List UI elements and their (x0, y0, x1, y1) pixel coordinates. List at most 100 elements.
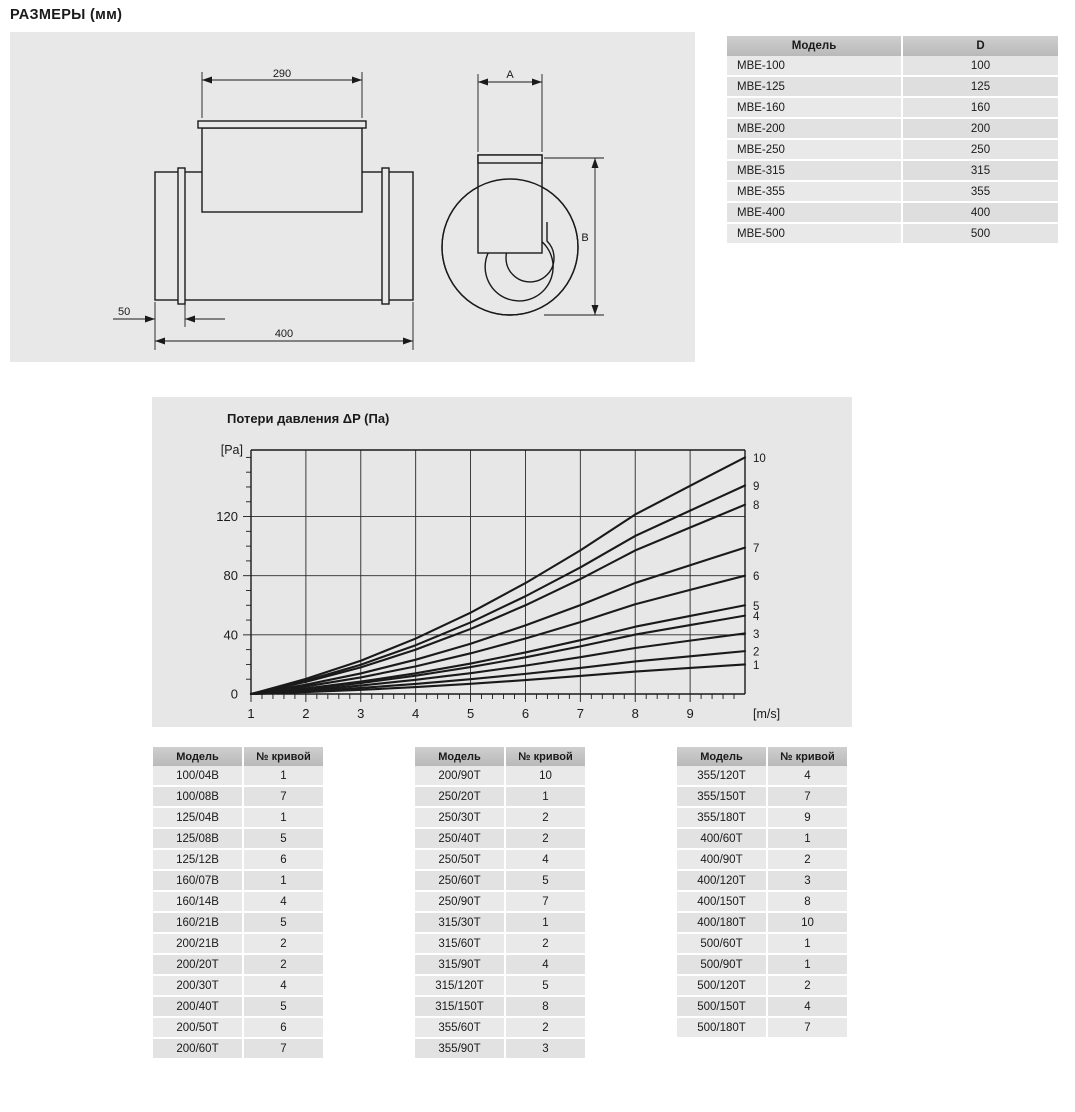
cell-d: 250 (902, 139, 1058, 161)
table-row: 355/150T 7 (677, 786, 847, 808)
cell-d: 355 (902, 181, 1058, 203)
table-row: MBE-100 100 (727, 56, 1058, 77)
table-row: 400/60T 1 (677, 828, 847, 850)
cell-model: 355/150T (677, 786, 768, 808)
axis-label-y: 120 (216, 509, 238, 524)
cell-curve-number: 7 (767, 1017, 847, 1039)
cell-model: 200/50T (153, 1017, 244, 1039)
cell-model: 400/180T (677, 912, 768, 934)
heater-coil-outer (484, 187, 554, 302)
cell-model: 355/120T (677, 766, 768, 787)
cell-curve-number: 2 (767, 849, 847, 871)
curve-label-2: 2 (753, 647, 759, 659)
pressure-drop-chart-panel: Потери давления ΔP (Па) 0 40 80 120 [Pa] 1 2 3 4… (152, 397, 852, 727)
cell-curve-number: 7 (505, 891, 585, 913)
table-row: MBE-315 315 (727, 160, 1058, 182)
cell-model: 400/150T (677, 891, 768, 913)
cell-d: 100 (902, 56, 1058, 77)
table-row: 315/30T 1 (415, 912, 585, 934)
cell-d: 400 (902, 202, 1058, 224)
table-row: MBE-200 200 (727, 118, 1058, 140)
axis-label-x: 5 (467, 706, 474, 721)
table-row: MBE-500 500 (727, 223, 1058, 245)
cell-model: MBE-250 (727, 139, 903, 161)
cell-model: 200/21B (153, 933, 244, 955)
table-row: 100/04B 1 (153, 766, 323, 787)
curve-table-right-body: 355/120T 4 355/150T 7 355/180T 9 400/60T 1 400/9… (677, 766, 847, 1039)
cell-curve-number: 1 (505, 786, 585, 808)
chart-curve-9 (249, 484, 747, 696)
cell-curve-number: 5 (243, 828, 323, 850)
chart-curve-2 (249, 650, 747, 696)
table-row: 355/90T 3 (415, 1038, 585, 1060)
cell-curve-number: 2 (243, 933, 323, 955)
cell-curve-number: 5 (243, 912, 323, 934)
table-row: 400/180T 10 (677, 912, 847, 934)
cell-model: 100/08B (153, 786, 244, 808)
cell-curve-number: 9 (767, 807, 847, 829)
table-row: 500/90T 1 (677, 954, 847, 976)
chart-curve-6 (249, 574, 747, 696)
curve-table-header-row: Модель № кривой (415, 747, 585, 766)
cell-model: 500/60T (677, 933, 768, 955)
table-row: 125/12B 6 (153, 849, 323, 871)
chart-curve-5 (249, 604, 747, 696)
table-row: 250/50T 4 (415, 849, 585, 871)
control-box-end (477, 154, 543, 254)
table-row: 250/30T 2 (415, 807, 585, 829)
dimension-table-header-row: Модель D (727, 36, 1058, 56)
cell-curve-number: 7 (243, 1038, 323, 1060)
cell-curve-number: 4 (767, 766, 847, 787)
axis-label-y: 40 (224, 627, 238, 642)
cell-model: MBE-100 (727, 56, 903, 77)
table-row: 400/90T 2 (677, 849, 847, 871)
curve-table-header-curve: № кривой (767, 747, 847, 766)
curve-table-header-model: Модель (153, 747, 244, 766)
cell-model: 125/08B (153, 828, 244, 850)
dimensions-drawing-panel: 290 400 50 A B (10, 32, 695, 362)
table-row: 250/90T 7 (415, 891, 585, 913)
chart-curve-1 (249, 663, 747, 696)
curve-label-8: 8 (753, 500, 759, 512)
table-row: 200/50T 6 (153, 1017, 323, 1039)
cell-curve-number: 4 (243, 891, 323, 913)
cell-curve-number: 7 (243, 786, 323, 808)
cell-model: 315/30T (415, 912, 506, 934)
curve-label-4: 4 (753, 611, 760, 623)
cell-model: 500/150T (677, 996, 768, 1018)
cell-curve-number: 10 (767, 912, 847, 934)
cell-model: 500/90T (677, 954, 768, 976)
cell-model: 200/30T (153, 975, 244, 997)
cell-model: 355/90T (415, 1038, 506, 1060)
table-row: 250/60T 5 (415, 870, 585, 892)
dimension-table: Модель D MBE-100 100 MBE-125 125 MBE-160 16… (727, 36, 1058, 245)
cell-curve-number: 1 (243, 807, 323, 829)
control-box-side (201, 127, 363, 213)
table-row: MBE-400 400 (727, 202, 1058, 224)
table-row: 355/120T 4 (677, 766, 847, 787)
product-drawing: 290 400 50 A B (113, 68, 604, 350)
curve-table-header-model: Модель (415, 747, 506, 766)
axis-label-x: 3 (357, 706, 364, 721)
cell-curve-number: 3 (505, 1038, 585, 1060)
cell-curve-number: 4 (505, 849, 585, 871)
curve-table-header-row: Модель № кривой (153, 747, 323, 766)
cell-curve-number: 6 (243, 849, 323, 871)
table-row: 500/180T 7 (677, 1017, 847, 1039)
arrow-290-right (352, 76, 362, 84)
table-row: 315/90T 4 (415, 954, 585, 976)
cell-curve-number: 5 (243, 996, 323, 1018)
axis-label-x: 1 (247, 706, 254, 721)
table-row: MBE-160 160 (727, 97, 1058, 119)
cell-model: 250/50T (415, 849, 506, 871)
table-row: 315/60T 2 (415, 933, 585, 955)
flange-left (177, 167, 186, 305)
table-row: 200/30T 4 (153, 975, 323, 997)
cell-d: 315 (902, 160, 1058, 182)
cell-model: MBE-160 (727, 97, 903, 119)
axis-label-x: 2 (302, 706, 309, 721)
duct-circle-outline (441, 178, 579, 316)
table-row: 200/90T 10 (415, 766, 585, 787)
cell-model: 160/14B (153, 891, 244, 913)
